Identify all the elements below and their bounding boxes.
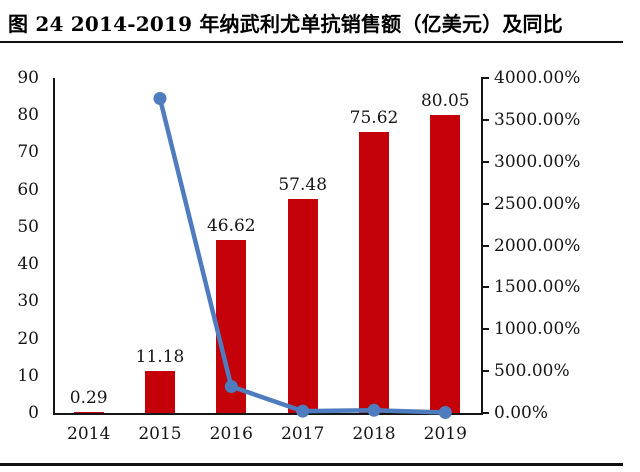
bar-label-2018: 75.62	[349, 107, 399, 128]
right-axis-tick	[481, 202, 489, 205]
bar-label-2017: 57.48	[278, 175, 328, 195]
right-axis-tick	[481, 328, 489, 331]
y-axis-line	[53, 78, 55, 415]
bar-2018	[359, 131, 389, 413]
x-axis-label-2015: 2015	[138, 424, 182, 444]
left-axis-tick-label: 40	[17, 254, 39, 275]
right-axis-tick-label: 3000.00%	[494, 151, 581, 172]
left-axis-tick-label: 60	[17, 179, 39, 200]
bottom-divider	[0, 463, 623, 466]
x-axis-label-2014: 2014	[67, 424, 111, 444]
right-axis-tick-label: 2000.00%	[494, 235, 581, 256]
right-axis-tick	[481, 77, 489, 79]
x-axis-label-2019: 2019	[423, 424, 467, 444]
left-axis-tick-label: 0	[28, 403, 39, 423]
title-divider	[0, 41, 623, 43]
right-axis-tick-label: 1000.00%	[494, 319, 581, 340]
right-axis-tick-label: 500.00%	[494, 361, 570, 382]
right-axis-tick-label: 1500.00%	[494, 277, 581, 298]
left-axis-tick-label: 20	[17, 328, 39, 349]
bar-label-2014: 0.29	[69, 387, 108, 408]
right-axis-tick	[481, 286, 489, 289]
bar-2015	[145, 371, 175, 413]
right-axis-tick	[481, 244, 489, 247]
left-axis-tick-label: 70	[17, 142, 39, 163]
right-axis-tick-label: 0.00%	[494, 403, 549, 423]
bar-label-2016: 46.62	[206, 215, 256, 236]
right-axis-tick-label: 2500.00%	[494, 193, 581, 214]
right-axis-tick	[481, 160, 489, 163]
right-axis-tick-label: 4000.00%	[494, 68, 581, 88]
x-axis-label-2017: 2017	[281, 424, 325, 444]
bar-2019	[430, 115, 461, 413]
right-axis-tick	[481, 370, 489, 373]
secondary-y-axis-line	[481, 78, 483, 415]
bar-2017	[287, 199, 318, 413]
left-axis-tick-label: 80	[17, 105, 39, 126]
x-axis-line	[53, 412, 483, 415]
growth-marker-2015	[153, 92, 167, 105]
left-axis-tick-label: 10	[17, 365, 39, 386]
bar-label-2019: 80.05	[420, 91, 470, 111]
right-axis-tick	[481, 412, 489, 414]
bar-2014	[73, 411, 104, 413]
bar-label-2015: 11.18	[135, 347, 185, 368]
right-axis-tick	[481, 118, 489, 121]
left-axis-tick-label: 50	[17, 216, 39, 237]
right-axis-tick-label: 3500.00%	[494, 109, 581, 130]
bar-2016	[216, 239, 247, 413]
figure-title: 图 24 2014-2019 年纳武利尤单抗销售额（亿美元）及同比	[8, 12, 563, 36]
x-axis-label-2016: 2016	[209, 424, 253, 444]
left-axis-tick-label: 90	[17, 68, 39, 88]
x-axis-label-2018: 2018	[352, 424, 396, 444]
left-axis-tick-label: 30	[17, 291, 39, 312]
